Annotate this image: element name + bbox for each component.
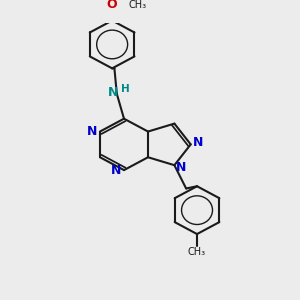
- Text: N: N: [111, 164, 121, 177]
- Text: N: N: [108, 85, 118, 98]
- Text: CH₃: CH₃: [188, 248, 206, 257]
- Text: N: N: [193, 136, 203, 149]
- Text: CH₃: CH₃: [128, 0, 146, 10]
- Text: N: N: [176, 160, 187, 173]
- Text: O: O: [107, 0, 118, 11]
- Text: H: H: [122, 84, 130, 94]
- Text: N: N: [87, 125, 97, 138]
